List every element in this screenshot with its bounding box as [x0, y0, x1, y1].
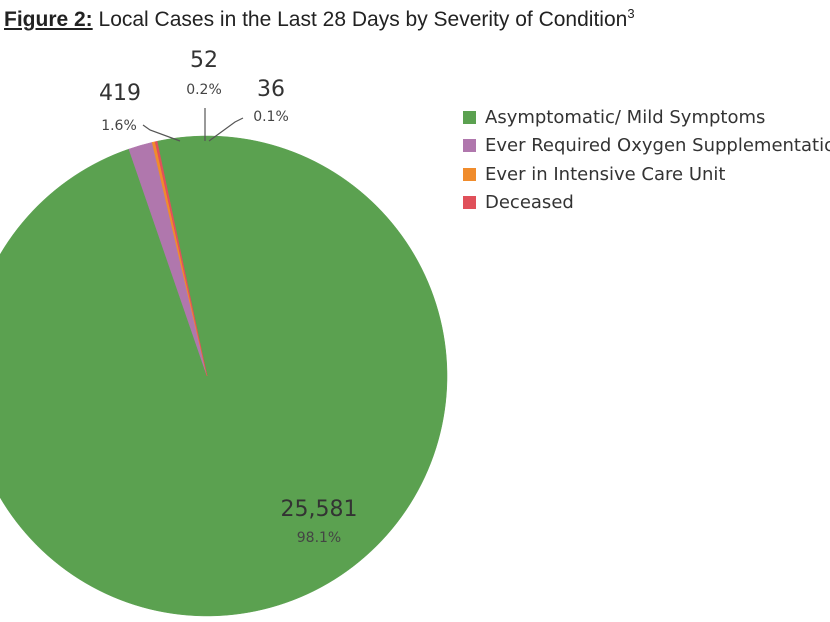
- legend-item-oxygen: Ever Required Oxygen Supplementatio: [463, 132, 830, 161]
- chart-legend: Asymptomatic/ Mild Symptoms Ever Require…: [463, 103, 830, 217]
- legend-swatch-oxygen: [463, 139, 476, 153]
- slice-value-label-asymptomatic: 25,581: [281, 497, 358, 522]
- slice-value-label-icu: 52: [190, 48, 218, 73]
- legend-label-oxygen: Ever Required Oxygen Supplementatio: [485, 135, 830, 157]
- slice-labels: 25,581 98.1% 419 1.6% 52 0.2% 36 0.1%: [99, 48, 357, 546]
- slice-value-label-oxygen: 419: [99, 81, 141, 106]
- legend-label-asymptomatic: Asymptomatic/ Mild Symptoms: [485, 106, 766, 128]
- slice-value-label-deceased: 36: [257, 77, 285, 102]
- pie-slices: [0, 135, 448, 617]
- legend-item-icu: Ever in Intensive Care Unit: [463, 160, 830, 189]
- leader-line-oxygen: [142, 124, 181, 142]
- legend-swatch-icu: [463, 167, 476, 181]
- slice-percent-label-deceased: 0.1%: [253, 109, 289, 125]
- legend-item-deceased: Deceased: [463, 189, 830, 218]
- legend-swatch-deceased: [463, 196, 476, 210]
- figure-label: Figure 2:: [4, 8, 93, 31]
- legend-item-asymptomatic: Asymptomatic/ Mild Symptoms: [463, 103, 830, 132]
- legend-swatch-asymptomatic: [463, 110, 476, 124]
- leader-lines: [142, 108, 244, 142]
- figure-footnote-marker: 3: [627, 6, 635, 21]
- figure-title-text: Local Cases in the Last 28 Days by Sever…: [92, 8, 628, 31]
- leader-line-deceased: [208, 117, 244, 142]
- slice-percent-label-icu: 0.2%: [186, 82, 222, 98]
- pie-slice-asymptomatic: [0, 135, 448, 617]
- legend-label-icu: Ever in Intensive Care Unit: [485, 163, 726, 185]
- slice-percent-label-oxygen: 1.6%: [101, 118, 137, 134]
- legend-label-deceased: Deceased: [485, 192, 574, 214]
- pie-slice-deceased: [154, 140, 208, 377]
- figure-title: Figure 2: Local Cases in the Last 28 Day…: [4, 6, 635, 32]
- slice-percent-label-asymptomatic: 98.1%: [297, 530, 341, 546]
